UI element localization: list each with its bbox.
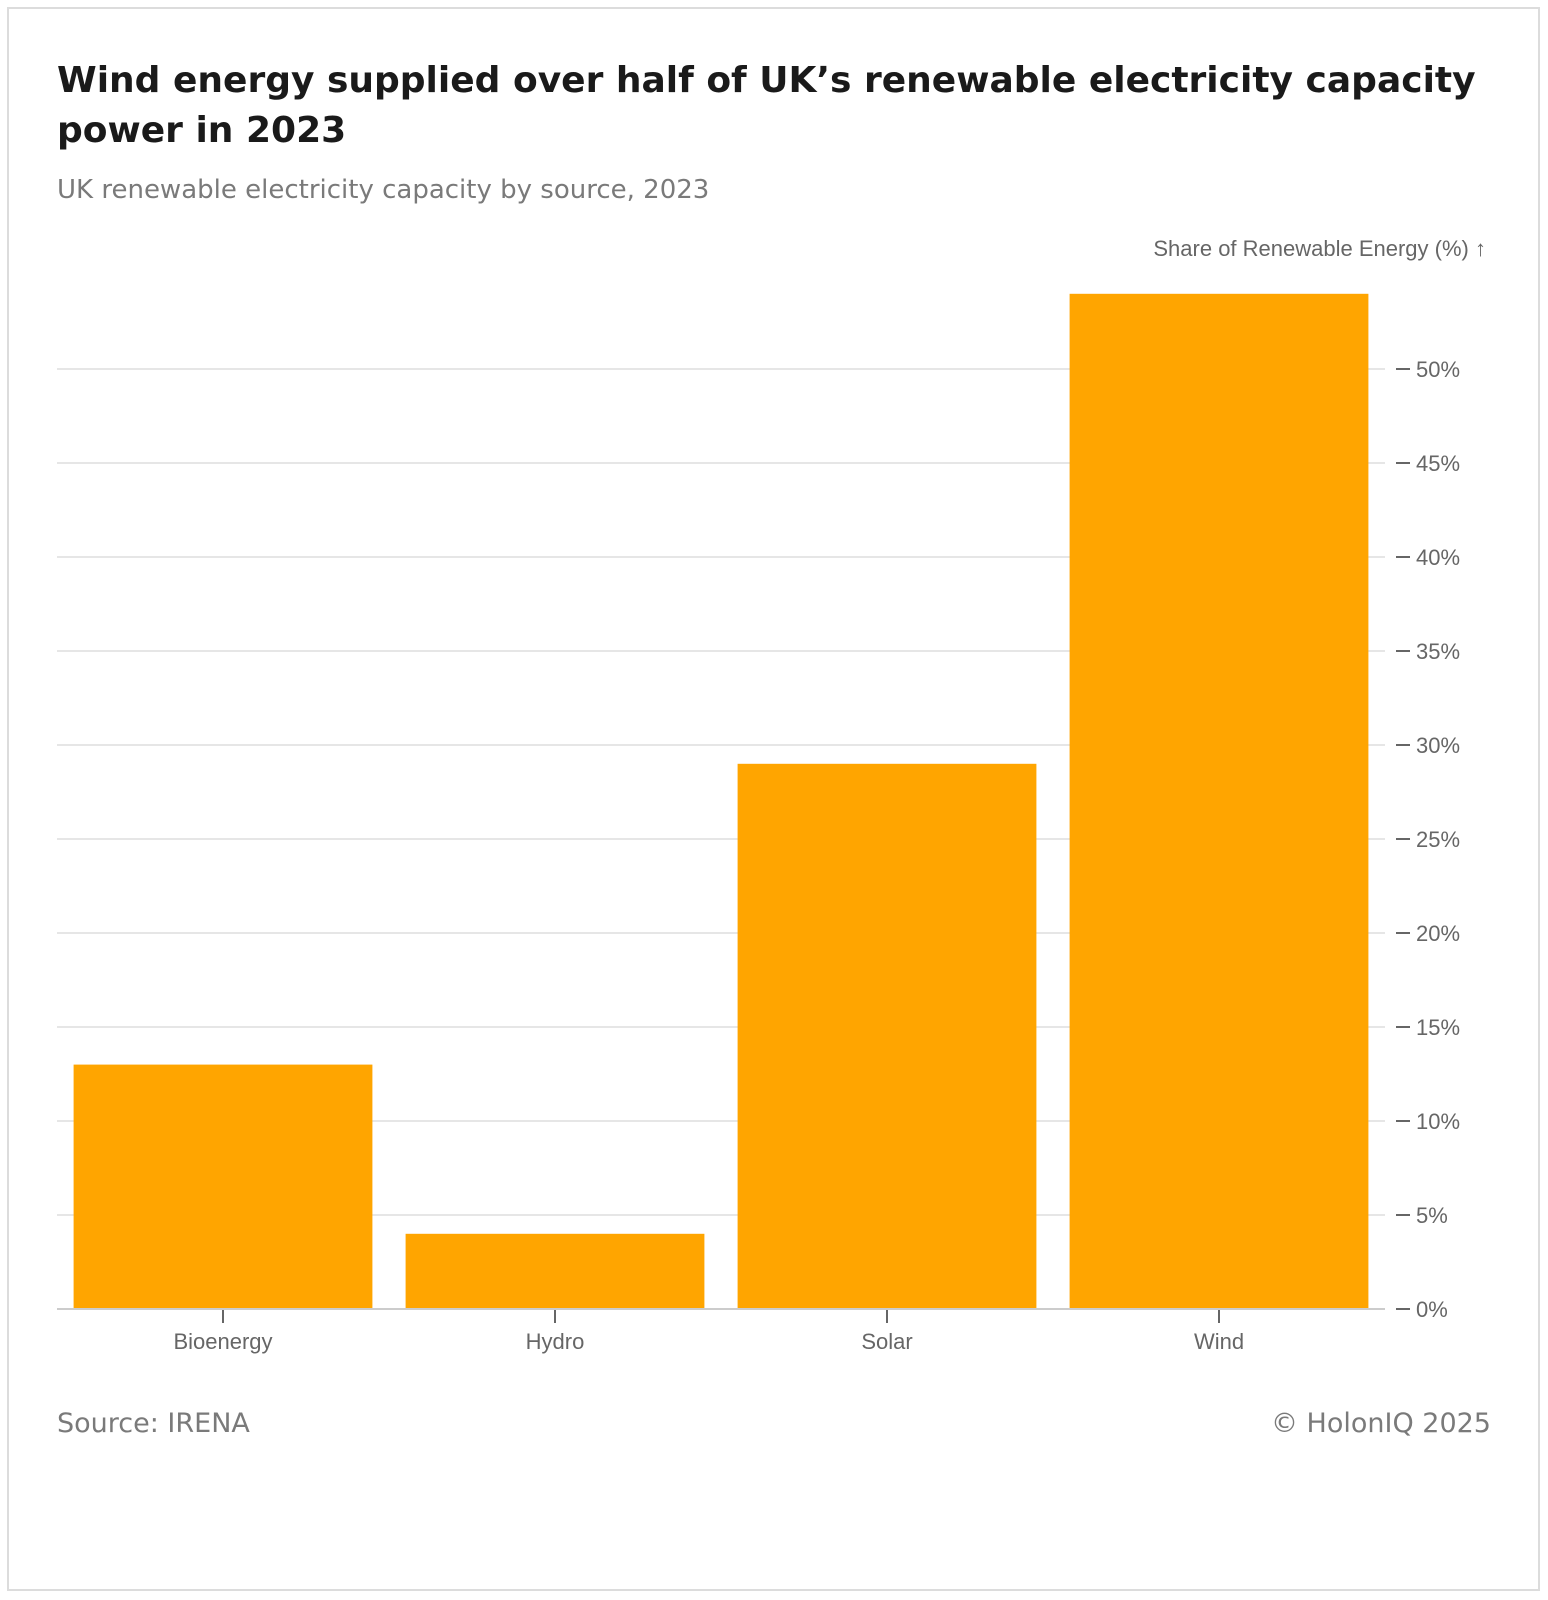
bars [73,293,1369,1309]
bar-bioenergy [73,1064,373,1309]
bar-solar [737,763,1037,1309]
x-tick-label: Solar [861,1329,912,1354]
chart-title: Wind energy supplied over half of UK’s r… [57,60,1476,151]
y-tick-label: 40% [1416,545,1460,570]
y-tick-label: 20% [1416,921,1460,946]
footer-copyright: © HolonIQ 2025 [1270,1408,1491,1439]
axes: 0% 5% 10% 15% 20% 25% 30% 35% 40% 45% 50% Bioenergy… [57,357,1460,1354]
chart-subtitle: UK renewable electricity capacity by sou… [57,175,710,205]
y-axis-label: Share of Renewable Energy (%) ↑ [1153,236,1486,261]
x-tick-label: Hydro [526,1329,585,1354]
y-tick-label: 5% [1416,1203,1448,1228]
y-tick-label: 30% [1416,733,1460,758]
bar-hydro [405,1233,705,1309]
y-tick-label: 25% [1416,827,1460,852]
bar-wind [1069,293,1369,1309]
y-tick-label: 10% [1416,1109,1460,1134]
y-tick-label: 50% [1416,357,1460,382]
y-tick-label: 45% [1416,451,1460,476]
y-tick-label: 35% [1416,639,1460,664]
x-tick-label: Bioenergy [173,1329,272,1354]
y-tick-label: 0% [1416,1297,1448,1322]
bar-chart: 0% 5% 10% 15% 20% 25% 30% 35% 40% 45% 50% Bioenergy… [57,236,1486,1354]
x-tick-label: Wind [1194,1329,1244,1354]
y-tick-label: 15% [1416,1015,1460,1040]
footer-source: Source: IRENA [57,1408,250,1439]
